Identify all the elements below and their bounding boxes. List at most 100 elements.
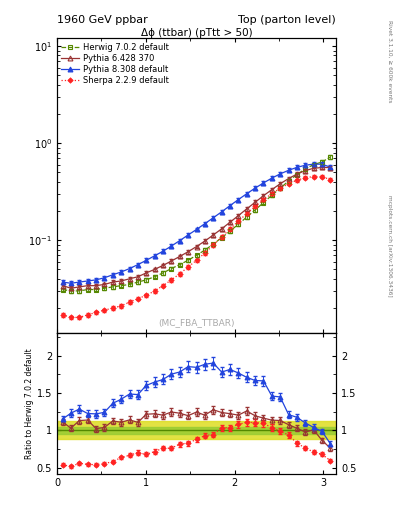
Pythia 8.308 default bbox=[94, 277, 98, 283]
Herwig 7.0.2 default bbox=[303, 166, 308, 172]
Pythia 8.308 default bbox=[303, 162, 308, 168]
Pythia 8.308 default bbox=[244, 190, 249, 197]
Herwig 7.0.2 default bbox=[228, 228, 232, 234]
Herwig 7.0.2 default bbox=[202, 247, 207, 253]
Legend: Herwig 7.0.2 default, Pythia 6.428 370, Pythia 8.308 default, Sherpa 2.2.9 defau: Herwig 7.0.2 default, Pythia 6.428 370, … bbox=[59, 40, 171, 88]
Pythia 6.428 370 bbox=[152, 266, 157, 272]
Herwig 7.0.2 default bbox=[211, 241, 216, 247]
Herwig 7.0.2 default bbox=[161, 270, 165, 276]
Pythia 8.308 default bbox=[152, 253, 157, 259]
Herwig 7.0.2 default bbox=[253, 207, 257, 213]
Line: Pythia 6.428 370: Pythia 6.428 370 bbox=[60, 165, 333, 291]
Sherpa 2.2.9 default bbox=[270, 190, 274, 197]
Herwig 7.0.2 default bbox=[119, 283, 123, 289]
Y-axis label: Ratio to Herwig 7.0.2 default: Ratio to Herwig 7.0.2 default bbox=[25, 348, 34, 459]
Sherpa 2.2.9 default bbox=[295, 177, 299, 183]
Pythia 8.308 default bbox=[278, 171, 283, 177]
Pythia 8.308 default bbox=[110, 272, 115, 278]
Sherpa 2.2.9 default bbox=[77, 314, 82, 321]
Herwig 7.0.2 default bbox=[194, 252, 199, 258]
Pythia 6.428 370 bbox=[77, 284, 82, 290]
Sherpa 2.2.9 default bbox=[119, 303, 123, 309]
Herwig 7.0.2 default bbox=[219, 234, 224, 241]
Sherpa 2.2.9 default bbox=[211, 242, 216, 248]
Herwig 7.0.2 default bbox=[169, 266, 174, 272]
Sherpa 2.2.9 default bbox=[127, 299, 132, 305]
Pythia 6.428 370 bbox=[119, 278, 123, 284]
Bar bbox=[57, 426, 336, 434]
Pythia 8.308 default bbox=[202, 221, 207, 227]
Sherpa 2.2.9 default bbox=[328, 177, 333, 183]
Herwig 7.0.2 default bbox=[110, 284, 115, 290]
Pythia 6.428 370 bbox=[94, 283, 98, 289]
Pythia 8.308 default bbox=[186, 232, 191, 238]
Sherpa 2.2.9 default bbox=[60, 312, 65, 318]
Sherpa 2.2.9 default bbox=[278, 185, 283, 191]
Herwig 7.0.2 default bbox=[286, 178, 291, 184]
Pythia 6.428 370 bbox=[102, 282, 107, 288]
Pythia 6.428 370 bbox=[295, 171, 299, 177]
Pythia 6.428 370 bbox=[85, 283, 90, 289]
Herwig 7.0.2 default bbox=[244, 214, 249, 220]
Pythia 8.308 default bbox=[119, 269, 123, 275]
Sherpa 2.2.9 default bbox=[102, 307, 107, 313]
Herwig 7.0.2 default bbox=[278, 185, 283, 191]
Herwig 7.0.2 default bbox=[236, 221, 241, 227]
Pythia 8.308 default bbox=[261, 180, 266, 186]
Pythia 8.308 default bbox=[270, 175, 274, 181]
Sherpa 2.2.9 default bbox=[177, 271, 182, 277]
Pythia 8.308 default bbox=[311, 161, 316, 167]
Sherpa 2.2.9 default bbox=[261, 197, 266, 203]
Sherpa 2.2.9 default bbox=[186, 264, 191, 270]
Sherpa 2.2.9 default bbox=[169, 277, 174, 283]
Pythia 6.428 370 bbox=[60, 283, 65, 289]
Pythia 8.308 default bbox=[177, 238, 182, 244]
Title: Δϕ (ttbar) (pTtt > 50): Δϕ (ttbar) (pTtt > 50) bbox=[141, 28, 252, 37]
Herwig 7.0.2 default bbox=[177, 262, 182, 268]
Text: mcplots.cern.ch [arXiv:1306.3436]: mcplots.cern.ch [arXiv:1306.3436] bbox=[387, 195, 392, 296]
Pythia 8.308 default bbox=[77, 279, 82, 285]
Pythia 8.308 default bbox=[60, 279, 65, 285]
Pythia 6.428 370 bbox=[144, 270, 149, 276]
Pythia 6.428 370 bbox=[169, 258, 174, 264]
Pythia 6.428 370 bbox=[136, 274, 140, 280]
Sherpa 2.2.9 default bbox=[94, 309, 98, 315]
Pythia 8.308 default bbox=[85, 278, 90, 284]
Pythia 8.308 default bbox=[295, 164, 299, 170]
Pythia 8.308 default bbox=[68, 280, 73, 286]
Pythia 6.428 370 bbox=[244, 206, 249, 212]
Pythia 8.308 default bbox=[102, 275, 107, 281]
Pythia 6.428 370 bbox=[303, 167, 308, 174]
Line: Sherpa 2.2.9 default: Sherpa 2.2.9 default bbox=[61, 175, 332, 319]
Pythia 8.308 default bbox=[127, 266, 132, 272]
Pythia 6.428 370 bbox=[236, 212, 241, 219]
Text: Top (parton level): Top (parton level) bbox=[238, 14, 336, 25]
Pythia 6.428 370 bbox=[228, 219, 232, 225]
Sherpa 2.2.9 default bbox=[68, 314, 73, 321]
Pythia 6.428 370 bbox=[194, 244, 199, 250]
Sherpa 2.2.9 default bbox=[161, 283, 165, 289]
Line: Pythia 8.308 default: Pythia 8.308 default bbox=[60, 162, 333, 286]
Herwig 7.0.2 default bbox=[320, 159, 325, 165]
Pythia 6.428 370 bbox=[202, 238, 207, 244]
Pythia 6.428 370 bbox=[186, 249, 191, 255]
Sherpa 2.2.9 default bbox=[286, 181, 291, 187]
Herwig 7.0.2 default bbox=[311, 161, 316, 167]
Pythia 8.308 default bbox=[194, 226, 199, 232]
Herwig 7.0.2 default bbox=[261, 200, 266, 206]
Herwig 7.0.2 default bbox=[68, 288, 73, 294]
Sherpa 2.2.9 default bbox=[311, 174, 316, 180]
Line: Herwig 7.0.2 default: Herwig 7.0.2 default bbox=[60, 155, 333, 293]
Herwig 7.0.2 default bbox=[186, 257, 191, 263]
Pythia 6.428 370 bbox=[253, 199, 257, 205]
Pythia 6.428 370 bbox=[219, 226, 224, 232]
Pythia 6.428 370 bbox=[110, 279, 115, 285]
Sherpa 2.2.9 default bbox=[85, 312, 90, 318]
Sherpa 2.2.9 default bbox=[110, 305, 115, 311]
Sherpa 2.2.9 default bbox=[202, 250, 207, 256]
Sherpa 2.2.9 default bbox=[253, 203, 257, 209]
Herwig 7.0.2 default bbox=[60, 287, 65, 293]
Pythia 6.428 370 bbox=[261, 193, 266, 199]
Herwig 7.0.2 default bbox=[94, 287, 98, 293]
Text: 1960 GeV ppbar: 1960 GeV ppbar bbox=[57, 14, 148, 25]
